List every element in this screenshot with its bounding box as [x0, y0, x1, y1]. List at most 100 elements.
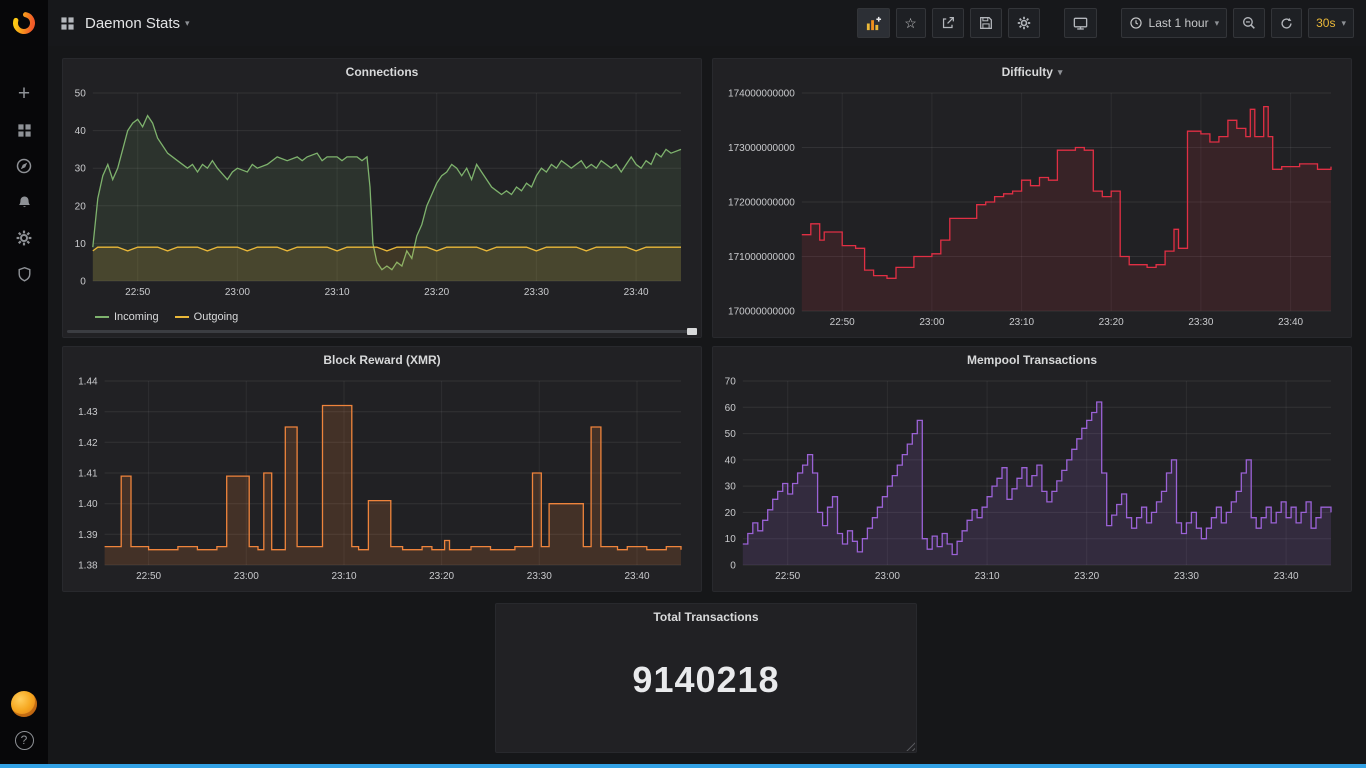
add-panel-icon [865, 15, 882, 32]
svg-text:23:40: 23:40 [624, 571, 649, 582]
svg-text:22:50: 22:50 [136, 571, 161, 582]
sidebar-item-help[interactable]: ? [0, 722, 48, 758]
sidebar-item-alerting[interactable] [0, 184, 48, 220]
svg-text:60: 60 [725, 403, 737, 414]
save-button[interactable] [970, 8, 1002, 38]
chart-canvas-block-reward[interactable]: 22:5023:0023:1023:2023:3023:401.381.391.… [69, 373, 695, 583]
panel-block-reward: Block Reward (XMR) 22:50 23:00 23:10 23:20 2… [62, 346, 702, 592]
svg-text:171000000000: 171000000000 [728, 252, 795, 263]
shield-icon [16, 266, 33, 283]
refresh-button[interactable] [1271, 8, 1302, 38]
panel-title: Block Reward (XMR) [323, 353, 440, 367]
bell-icon [16, 194, 33, 211]
svg-text:23:10: 23:10 [325, 287, 350, 298]
panel-resize-handle[interactable] [905, 741, 915, 751]
zoom-out-icon [1241, 15, 1257, 31]
svg-text:23:20: 23:20 [1099, 317, 1124, 328]
svg-text:23:20: 23:20 [424, 287, 449, 298]
svg-text:23:40: 23:40 [1274, 571, 1299, 582]
dashboard-title[interactable]: Daemon Stats [85, 15, 180, 32]
svg-text:23:20: 23:20 [429, 571, 454, 582]
star-button[interactable]: ☆ [896, 8, 926, 38]
svg-text:174000000000: 174000000000 [728, 89, 795, 100]
svg-text:0: 0 [730, 561, 736, 572]
refresh-interval-dropdown[interactable]: 30s ▾ [1308, 8, 1354, 38]
refresh-icon [1279, 16, 1294, 31]
sidebar-item-create[interactable]: + [0, 76, 48, 112]
svg-text:23:30: 23:30 [524, 287, 549, 298]
svg-text:22:50: 22:50 [775, 571, 800, 582]
sidebar-item-server-admin[interactable] [0, 256, 48, 292]
dashboards-icon [16, 122, 33, 139]
monitor-icon [1072, 15, 1089, 32]
legend-swatch [175, 316, 189, 318]
svg-text:1.39: 1.39 [78, 530, 98, 541]
svg-text:23:00: 23:00 [225, 287, 250, 298]
question-icon: ? [15, 731, 34, 750]
add-panel-button[interactable] [857, 8, 890, 38]
svg-text:1.43: 1.43 [78, 407, 98, 418]
chevron-down-icon[interactable]: ▾ [185, 18, 190, 29]
panel-title: Mempool Transactions [967, 353, 1097, 367]
gear-icon [1016, 15, 1032, 31]
dashboard-settings-button[interactable] [1008, 8, 1040, 38]
svg-text:30: 30 [725, 482, 737, 493]
star-icon: ☆ [904, 15, 917, 32]
panel-header-connections[interactable]: Connections [63, 59, 701, 85]
clock-icon [1129, 16, 1143, 30]
svg-text:23:10: 23:10 [975, 571, 1000, 582]
chart-canvas-connections[interactable]: 22:5023:0023:1023:2023:3023:400102030405… [69, 85, 695, 299]
panel-header-block-reward[interactable]: Block Reward (XMR) [63, 347, 701, 373]
svg-text:0: 0 [80, 277, 86, 288]
scrollbar-thumb[interactable] [687, 328, 697, 335]
chart-canvas-mempool[interactable]: 22:5023:0023:1023:2023:3023:400102030405… [719, 373, 1345, 583]
panel-mempool: Mempool Transactions 22:5023:0023:1023:2… [712, 346, 1352, 592]
user-avatar[interactable] [0, 686, 48, 722]
sidebar-nav: + [0, 76, 48, 292]
svg-text:172000000000: 172000000000 [728, 198, 795, 209]
bottom-accent-bar [0, 764, 1366, 768]
plus-icon: + [18, 85, 30, 103]
panel-title: Difficulty [1002, 65, 1053, 79]
sidebar-item-configuration[interactable] [0, 220, 48, 256]
svg-text:22:50: 22:50 [125, 287, 150, 298]
panel-header-difficulty[interactable]: Difficulty ▾ [713, 59, 1351, 85]
svg-text:23:00: 23:00 [919, 317, 944, 328]
svg-text:23:20: 23:20 [1074, 571, 1099, 582]
svg-text:50: 50 [75, 89, 87, 100]
time-range-picker[interactable]: Last 1 hour ▾ [1121, 8, 1228, 38]
navbar-actions: ☆ [857, 8, 1354, 38]
svg-text:40: 40 [725, 455, 737, 466]
dashboard-grid-icon[interactable] [60, 16, 75, 31]
panel-menu-caret-icon: ▾ [1058, 67, 1063, 78]
tv-mode-button[interactable] [1064, 8, 1097, 38]
refresh-interval-label: 30s [1316, 16, 1335, 30]
svg-text:1.44: 1.44 [78, 377, 98, 388]
svg-text:170000000000: 170000000000 [728, 307, 795, 318]
sidebar-bottom: ? [0, 686, 48, 758]
panel-title: Total Transactions [653, 610, 758, 624]
svg-text:23:30: 23:30 [1188, 317, 1213, 328]
sidebar-item-explore[interactable] [0, 148, 48, 184]
svg-text:23:00: 23:00 [234, 571, 259, 582]
share-button[interactable] [932, 8, 964, 38]
svg-text:40: 40 [75, 126, 87, 137]
panel-header-mempool[interactable]: Mempool Transactions [713, 347, 1351, 373]
avatar-image [11, 691, 37, 717]
legend-item-incoming[interactable]: Incoming [95, 311, 159, 323]
svg-text:20: 20 [75, 201, 87, 212]
sidebar-item-dashboards[interactable] [0, 112, 48, 148]
svg-text:1.42: 1.42 [78, 438, 98, 449]
gear-icon [15, 229, 33, 247]
apps-grid-icon [60, 16, 75, 31]
svg-text:23:30: 23:30 [1174, 571, 1199, 582]
grafana-logo[interactable] [0, 0, 48, 46]
horizontal-scrollbar[interactable] [67, 330, 697, 333]
svg-text:1.38: 1.38 [78, 561, 98, 572]
zoom-out-button[interactable] [1233, 8, 1265, 38]
sidebar: + [0, 0, 48, 768]
chart-canvas-difficulty[interactable]: 22:5023:0023:1023:2023:3023:401700000000… [719, 85, 1345, 329]
panel-header-total-transactions[interactable]: Total Transactions [496, 604, 916, 630]
svg-text:23:10: 23:10 [331, 571, 356, 582]
legend-item-outgoing[interactable]: Outgoing [175, 311, 239, 323]
